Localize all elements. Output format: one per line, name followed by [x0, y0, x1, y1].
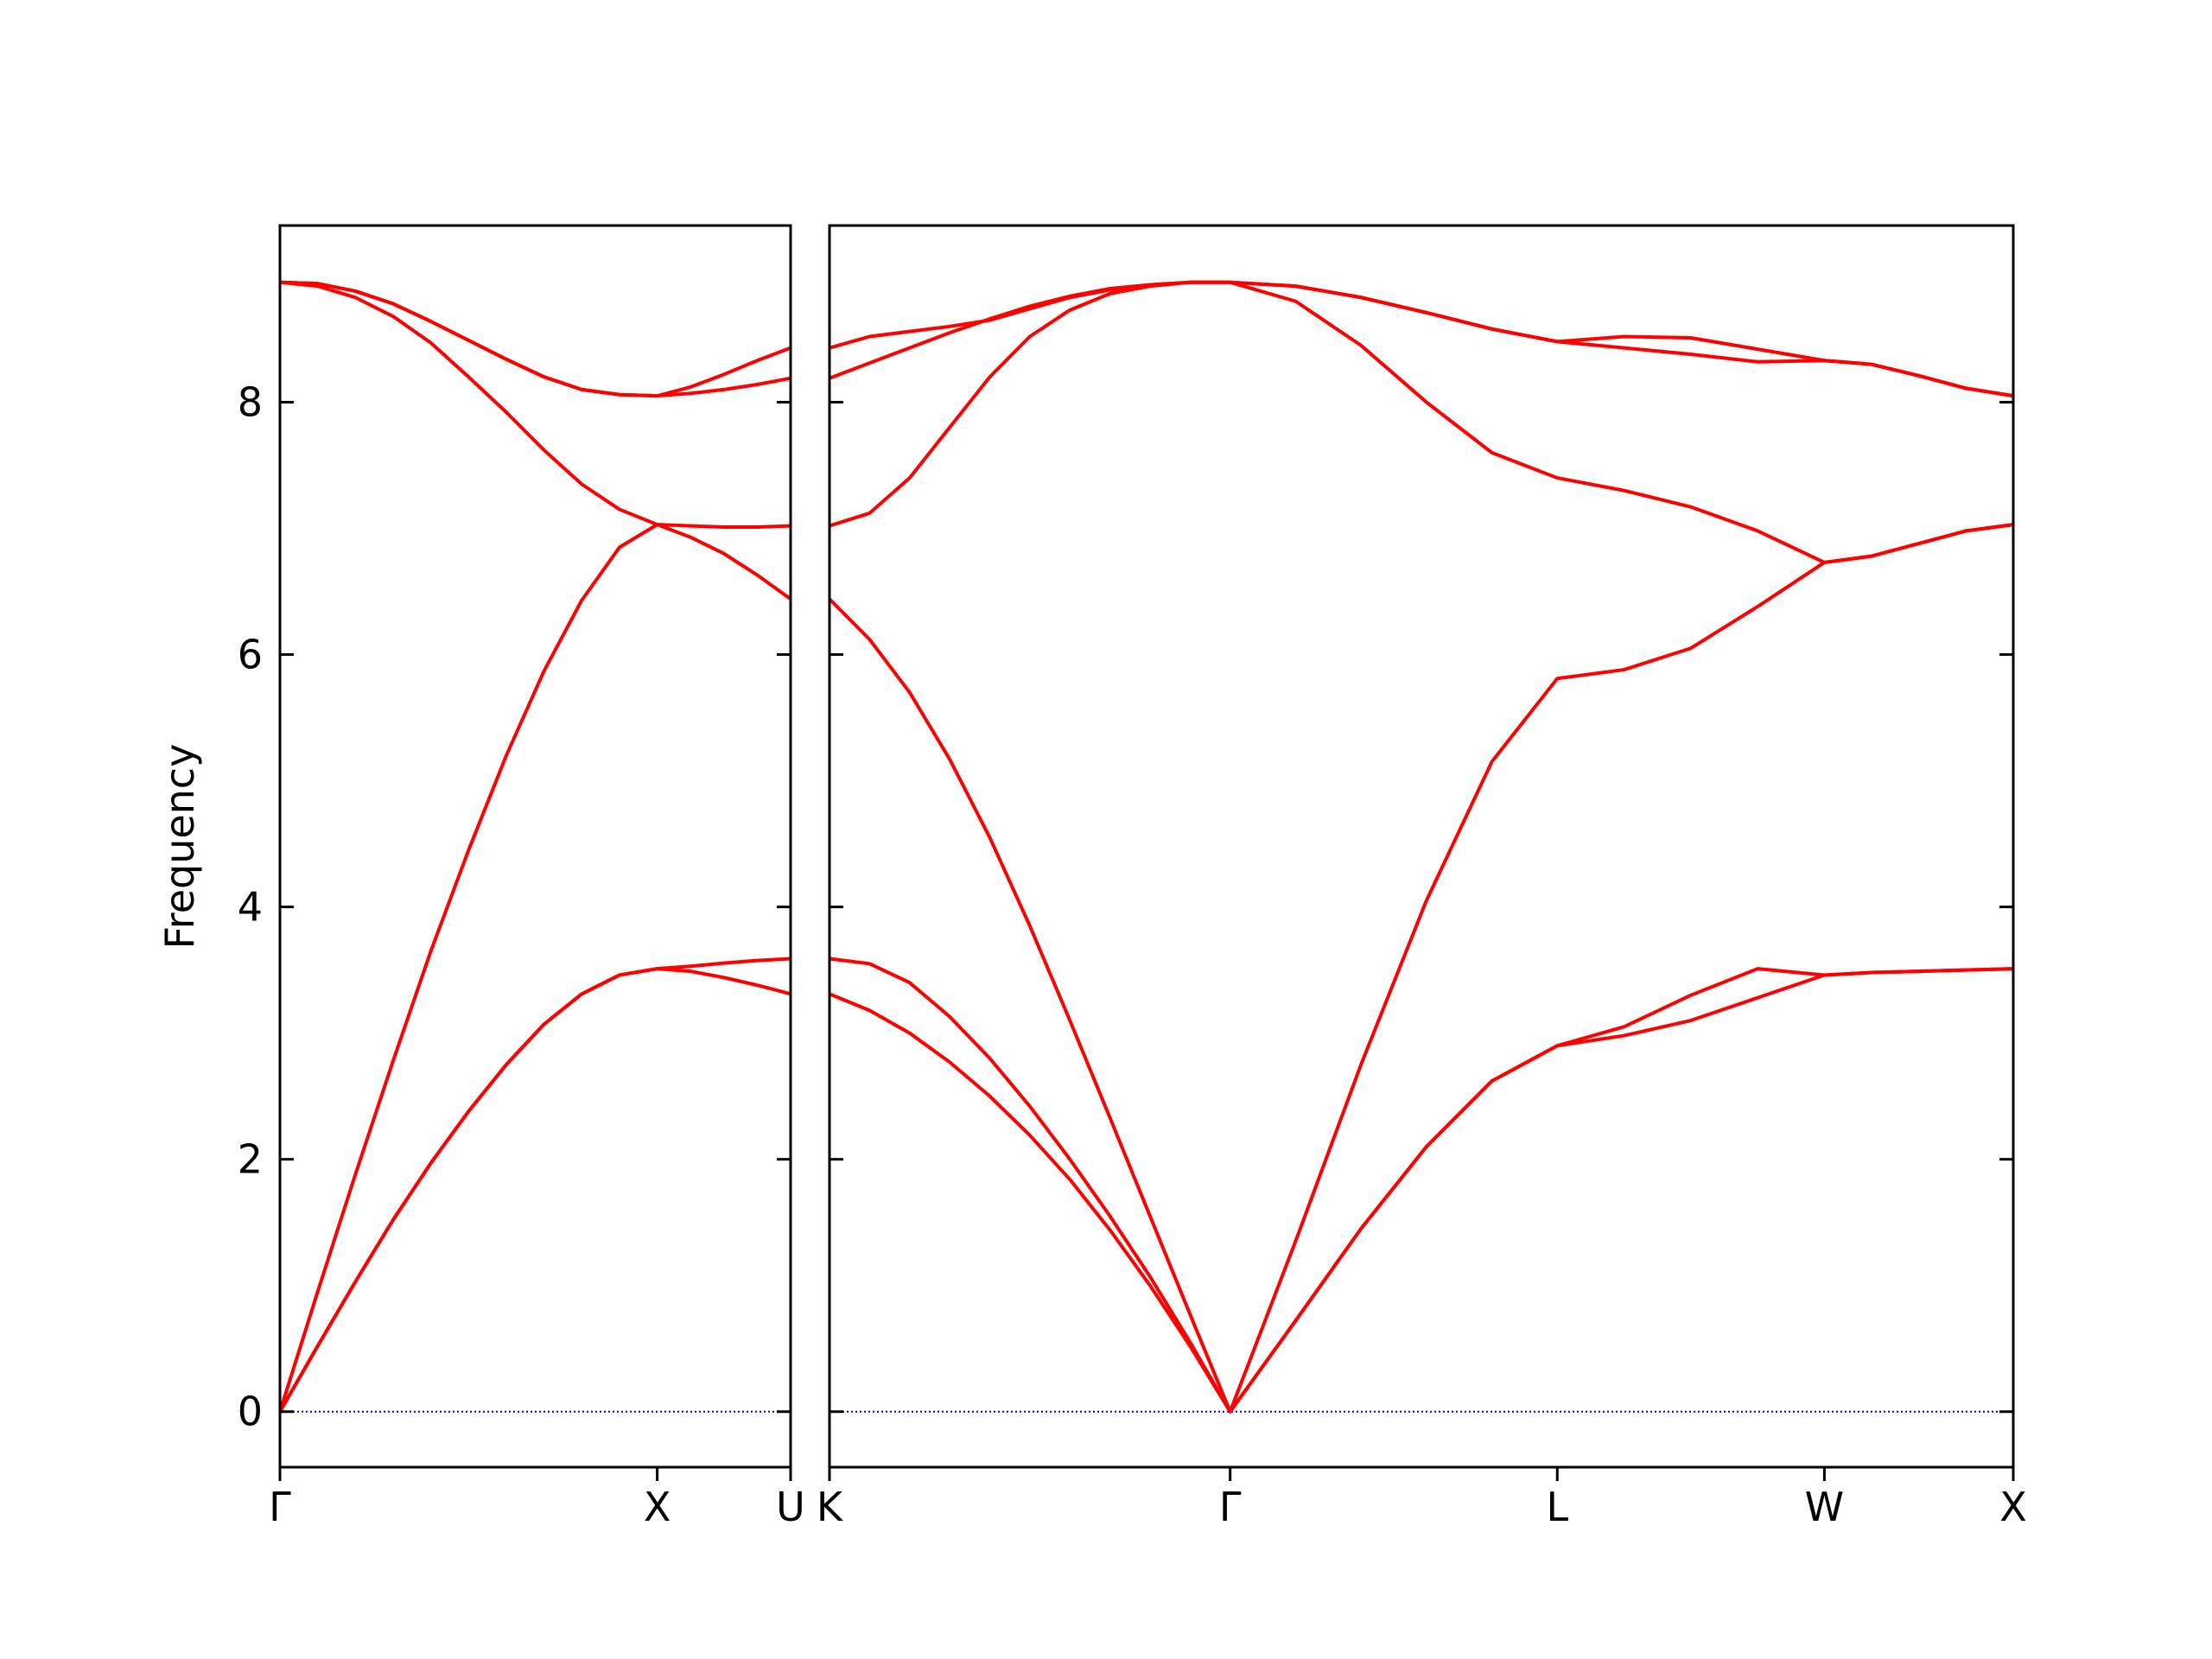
y-tick-label: 2: [238, 1136, 263, 1183]
y-tick-label: 4: [238, 884, 263, 931]
band-line: [829, 967, 2014, 1414]
band-line: [828, 523, 2014, 1414]
x-tick-label: Γ: [269, 1484, 291, 1530]
y-tick-label: 8: [238, 378, 263, 425]
x-tick-label: W: [1805, 1484, 1844, 1530]
y-tick-label: 6: [238, 632, 263, 678]
band-line: [278, 523, 791, 1413]
y-axis-label: Frequency: [156, 744, 203, 950]
x-tick-label: X: [644, 1484, 671, 1530]
band-line: [279, 280, 791, 398]
plot-frame: [828, 224, 2015, 1469]
x-tick-label: Γ: [1219, 1484, 1242, 1530]
band-line: [279, 280, 792, 601]
band-line: [829, 280, 2014, 398]
x-tick-label: L: [1546, 1484, 1568, 1530]
band-line: [829, 280, 2014, 398]
x-tick-label: X: [1999, 1484, 2027, 1530]
y-tick-label: 0: [238, 1389, 263, 1435]
band-line: [278, 957, 791, 1413]
x-tick-label: U: [776, 1484, 805, 1530]
band-line: [829, 280, 2014, 564]
band-line: [829, 957, 2014, 1414]
x-tick-label: K: [817, 1484, 844, 1530]
plot-frame: [278, 224, 792, 1469]
